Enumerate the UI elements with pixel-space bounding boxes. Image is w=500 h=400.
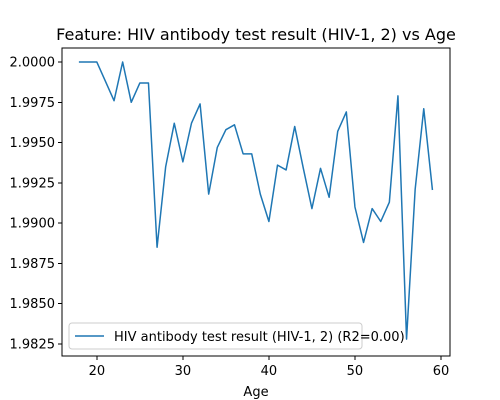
legend: HIV antibody test result (HIV-1, 2) (R2=… <box>68 322 405 350</box>
x-tick-label: 50 <box>347 364 364 379</box>
y-tick-label: 2.0000 <box>10 56 56 71</box>
y-tick-label: 1.9975 <box>10 96 56 111</box>
x-axis-ticks: 20 30 40 50 60 <box>89 356 450 379</box>
plot-area <box>79 62 433 340</box>
axes-frame <box>61 47 451 357</box>
y-tick-label: 1.9925 <box>10 176 56 191</box>
y-axis-ticks: 1.9825 1.9850 1.9875 1.9900 1.9925 1.9950 1.99… <box>10 56 62 352</box>
x-axis-label: Age <box>243 385 268 400</box>
x-tick-label: 30 <box>175 364 192 379</box>
y-tick-label: 1.9850 <box>10 297 56 312</box>
y-tick-label: 1.9950 <box>10 136 56 151</box>
y-tick-label: 1.9900 <box>10 217 56 232</box>
legend-label: HIV antibody test result (HIV-1, 2) (R2=… <box>114 330 405 345</box>
legend-box <box>68 322 363 350</box>
x-tick-label: 60 <box>433 364 450 379</box>
x-tick-label: 20 <box>89 364 106 379</box>
y-tick-label: 1.9875 <box>10 257 56 272</box>
x-tick-label: 40 <box>261 364 278 379</box>
series-line <box>78 61 434 340</box>
chart-title: Feature: HIV antibody test result (HIV-1… <box>56 25 456 44</box>
y-tick-label: 1.9825 <box>10 337 56 352</box>
